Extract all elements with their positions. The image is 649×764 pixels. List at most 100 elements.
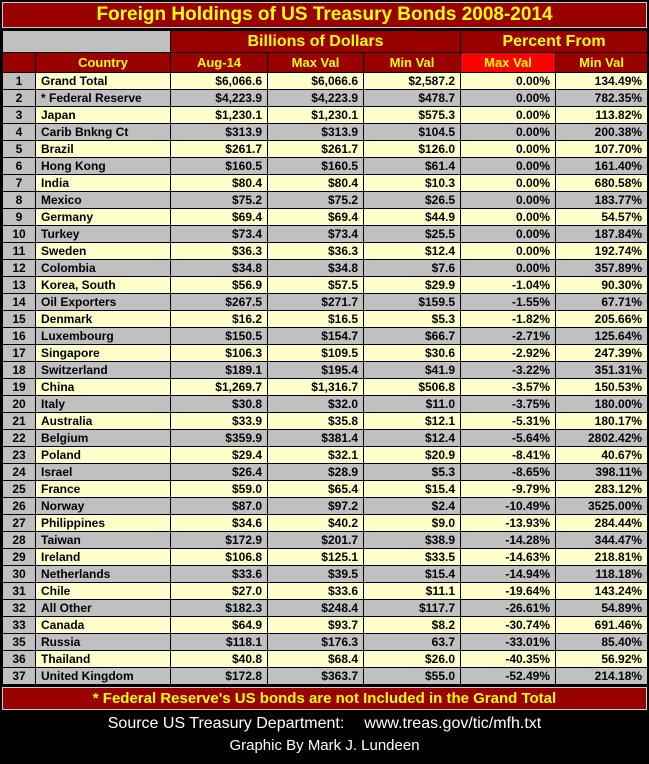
pct-from-min-cell: 180.17%: [555, 412, 649, 430]
pct-from-min-cell: 782.35%: [555, 89, 649, 107]
source-url: www.treas.gov/tic/mfh.txt: [364, 715, 542, 732]
max-val-value-cell: $34.8: [267, 259, 364, 277]
max-val-value-cell: $201.7: [267, 531, 364, 549]
pct-from-min-cell: 113.82%: [555, 106, 649, 124]
pct-from-min-cell: 90.30%: [555, 276, 649, 294]
min-val-value-cell: $12.4: [362, 242, 462, 260]
min-val-value-cell: $11.1: [362, 582, 462, 600]
country-cell: Israel: [35, 463, 171, 481]
country-cell: Japan: [35, 106, 171, 124]
row-number-cell: 35: [2, 633, 36, 651]
pct-from-max-cell: -3.75%: [460, 395, 557, 413]
table-row: 33 Canada $64.9 $93.7 $8.2 -30.74% 691.46%: [2, 616, 649, 634]
pct-from-max-cell: -1.04%: [460, 276, 557, 294]
table-row: 2 * Federal Reserve $4,223.9 $4,223.9 $478.7…: [2, 89, 649, 107]
pct-from-min-cell: 107.70%: [555, 140, 649, 158]
row-number-cell: 20: [2, 395, 36, 413]
pct-from-min-cell: 680.58%: [555, 174, 649, 192]
table-row: 16 Luxembourg $150.5 $154.7 $66.7 -2.71% 125.6…: [2, 327, 649, 345]
country-cell: Grand Total: [35, 72, 171, 90]
table-row: 4 Carib Bnkng Ct $313.9 $313.9 $104.5 0.00% 20…: [2, 123, 649, 141]
column-header-min-val: Min Val: [362, 52, 462, 73]
min-val-value-cell: $506.8: [362, 378, 462, 396]
table-row: 22 Belgium $359.9 $381.4 $12.4 -5.64% 2802.42%: [2, 429, 649, 447]
row-number-cell: 11: [2, 242, 36, 260]
row-number-cell: 27: [2, 514, 36, 532]
column-header-max-val: Max Val: [267, 52, 364, 73]
max-val-value-cell: $39.5: [267, 565, 364, 583]
aug14-value-cell: $27.0: [170, 582, 268, 600]
table-body: 1 Grand Total $6,066.6 $6,066.6 $2,587.2 0.00…: [2, 72, 649, 685]
min-val-value-cell: $9.0: [362, 514, 462, 532]
aug14-value-cell: $26.4: [170, 463, 268, 481]
max-val-value-cell: $68.4: [267, 650, 364, 668]
country-cell: Italy: [35, 395, 171, 413]
table-row: 31 Chile $27.0 $33.6 $11.1 -19.64% 143.24%: [2, 582, 649, 600]
min-val-value-cell: $20.9: [362, 446, 462, 464]
pct-from-max-cell: 0.00%: [460, 72, 557, 90]
pct-from-max-cell: 0.00%: [460, 191, 557, 209]
source-label: Source US Treasury Department:: [107, 715, 345, 732]
aug14-value-cell: $36.3: [170, 242, 268, 260]
pct-from-max-cell: -14.63%: [460, 548, 557, 566]
country-cell: * Federal Reserve: [35, 89, 171, 107]
table-row: 37 United Kingdom $172.8 $363.7 $55.0 -52.49%…: [2, 667, 649, 685]
min-val-value-cell: $575.3: [362, 106, 462, 124]
column-header-pct-min-val: Min Val: [555, 52, 649, 73]
aug14-value-cell: $106.3: [170, 344, 268, 362]
max-val-value-cell: $381.4: [267, 429, 364, 447]
table-row: 28 Taiwan $172.9 $201.7 $38.9 -14.28% 344.47%: [2, 531, 649, 549]
country-cell: Norway: [35, 497, 171, 515]
min-val-value-cell: $2,587.2: [362, 72, 462, 90]
pct-from-max-cell: 0.00%: [460, 157, 557, 175]
table-row: 26 Norway $87.0 $97.2 $2.4 -10.49% 3525.00%: [2, 497, 649, 515]
min-val-value-cell: $66.7: [362, 327, 462, 345]
pct-from-min-cell: 85.40%: [555, 633, 649, 651]
pct-from-min-cell: 205.66%: [555, 310, 649, 328]
pct-from-min-cell: 143.24%: [555, 582, 649, 600]
table-row: 12 Colombia $34.8 $34.8 $7.6 0.00% 357.89%: [2, 259, 649, 277]
row-number-cell: 17: [2, 344, 36, 362]
pct-from-min-cell: 357.89%: [555, 259, 649, 277]
aug14-value-cell: $189.1: [170, 361, 268, 379]
max-val-value-cell: $109.5: [267, 344, 364, 362]
min-val-value-cell: $11.0: [362, 395, 462, 413]
max-val-value-cell: $154.7: [267, 327, 364, 345]
aug14-value-cell: $56.9: [170, 276, 268, 294]
pct-from-max-cell: 0.00%: [460, 106, 557, 124]
pct-from-min-cell: 187.84%: [555, 225, 649, 243]
row-number-cell: 16: [2, 327, 36, 345]
row-number-cell: 29: [2, 548, 36, 566]
min-val-value-cell: $5.3: [362, 463, 462, 481]
row-number-cell: 33: [2, 616, 36, 634]
row-number-cell: 4: [2, 123, 36, 141]
country-cell: India: [35, 174, 171, 192]
table-row: 24 Israel $26.4 $28.9 $5.3 -8.65% 398.11%: [2, 463, 649, 481]
row-number-cell: 1: [2, 72, 36, 90]
pct-from-max-cell: -52.49%: [460, 667, 557, 685]
row-number-cell: 6: [2, 157, 36, 175]
min-val-value-cell: 63.7: [362, 633, 462, 651]
table-row: 30 Netherlands $33.6 $39.5 $15.4 -14.94% 118.1…: [2, 565, 649, 583]
pct-from-max-cell: -3.57%: [460, 378, 557, 396]
max-val-value-cell: $33.6: [267, 582, 364, 600]
aug14-value-cell: $160.5: [170, 157, 268, 175]
table-row: 21 Australia $33.9 $35.8 $12.1 -5.31% 180.17%: [2, 412, 649, 430]
min-val-value-cell: $44.9: [362, 208, 462, 226]
pct-from-min-cell: 134.49%: [555, 72, 649, 90]
max-val-value-cell: $1,316.7: [267, 378, 364, 396]
country-cell: Belgium: [35, 429, 171, 447]
min-val-value-cell: $478.7: [362, 89, 462, 107]
aug14-value-cell: $359.9: [170, 429, 268, 447]
column-header-aug14: Aug-14: [170, 52, 268, 73]
pct-from-max-cell: -30.74%: [460, 616, 557, 634]
country-cell: Taiwan: [35, 531, 171, 549]
pct-from-min-cell: 3525.00%: [555, 497, 649, 515]
pct-from-max-cell: 0.00%: [460, 140, 557, 158]
table-row: 17 Singapore $106.3 $109.5 $30.6 -2.92% 247.39…: [2, 344, 649, 362]
pct-from-max-cell: -33.01%: [460, 633, 557, 651]
min-val-value-cell: $12.1: [362, 412, 462, 430]
table-row: 6 Hong Kong $160.5 $160.5 $61.4 0.00% 161.40%: [2, 157, 649, 175]
pct-from-min-cell: 67.71%: [555, 293, 649, 311]
